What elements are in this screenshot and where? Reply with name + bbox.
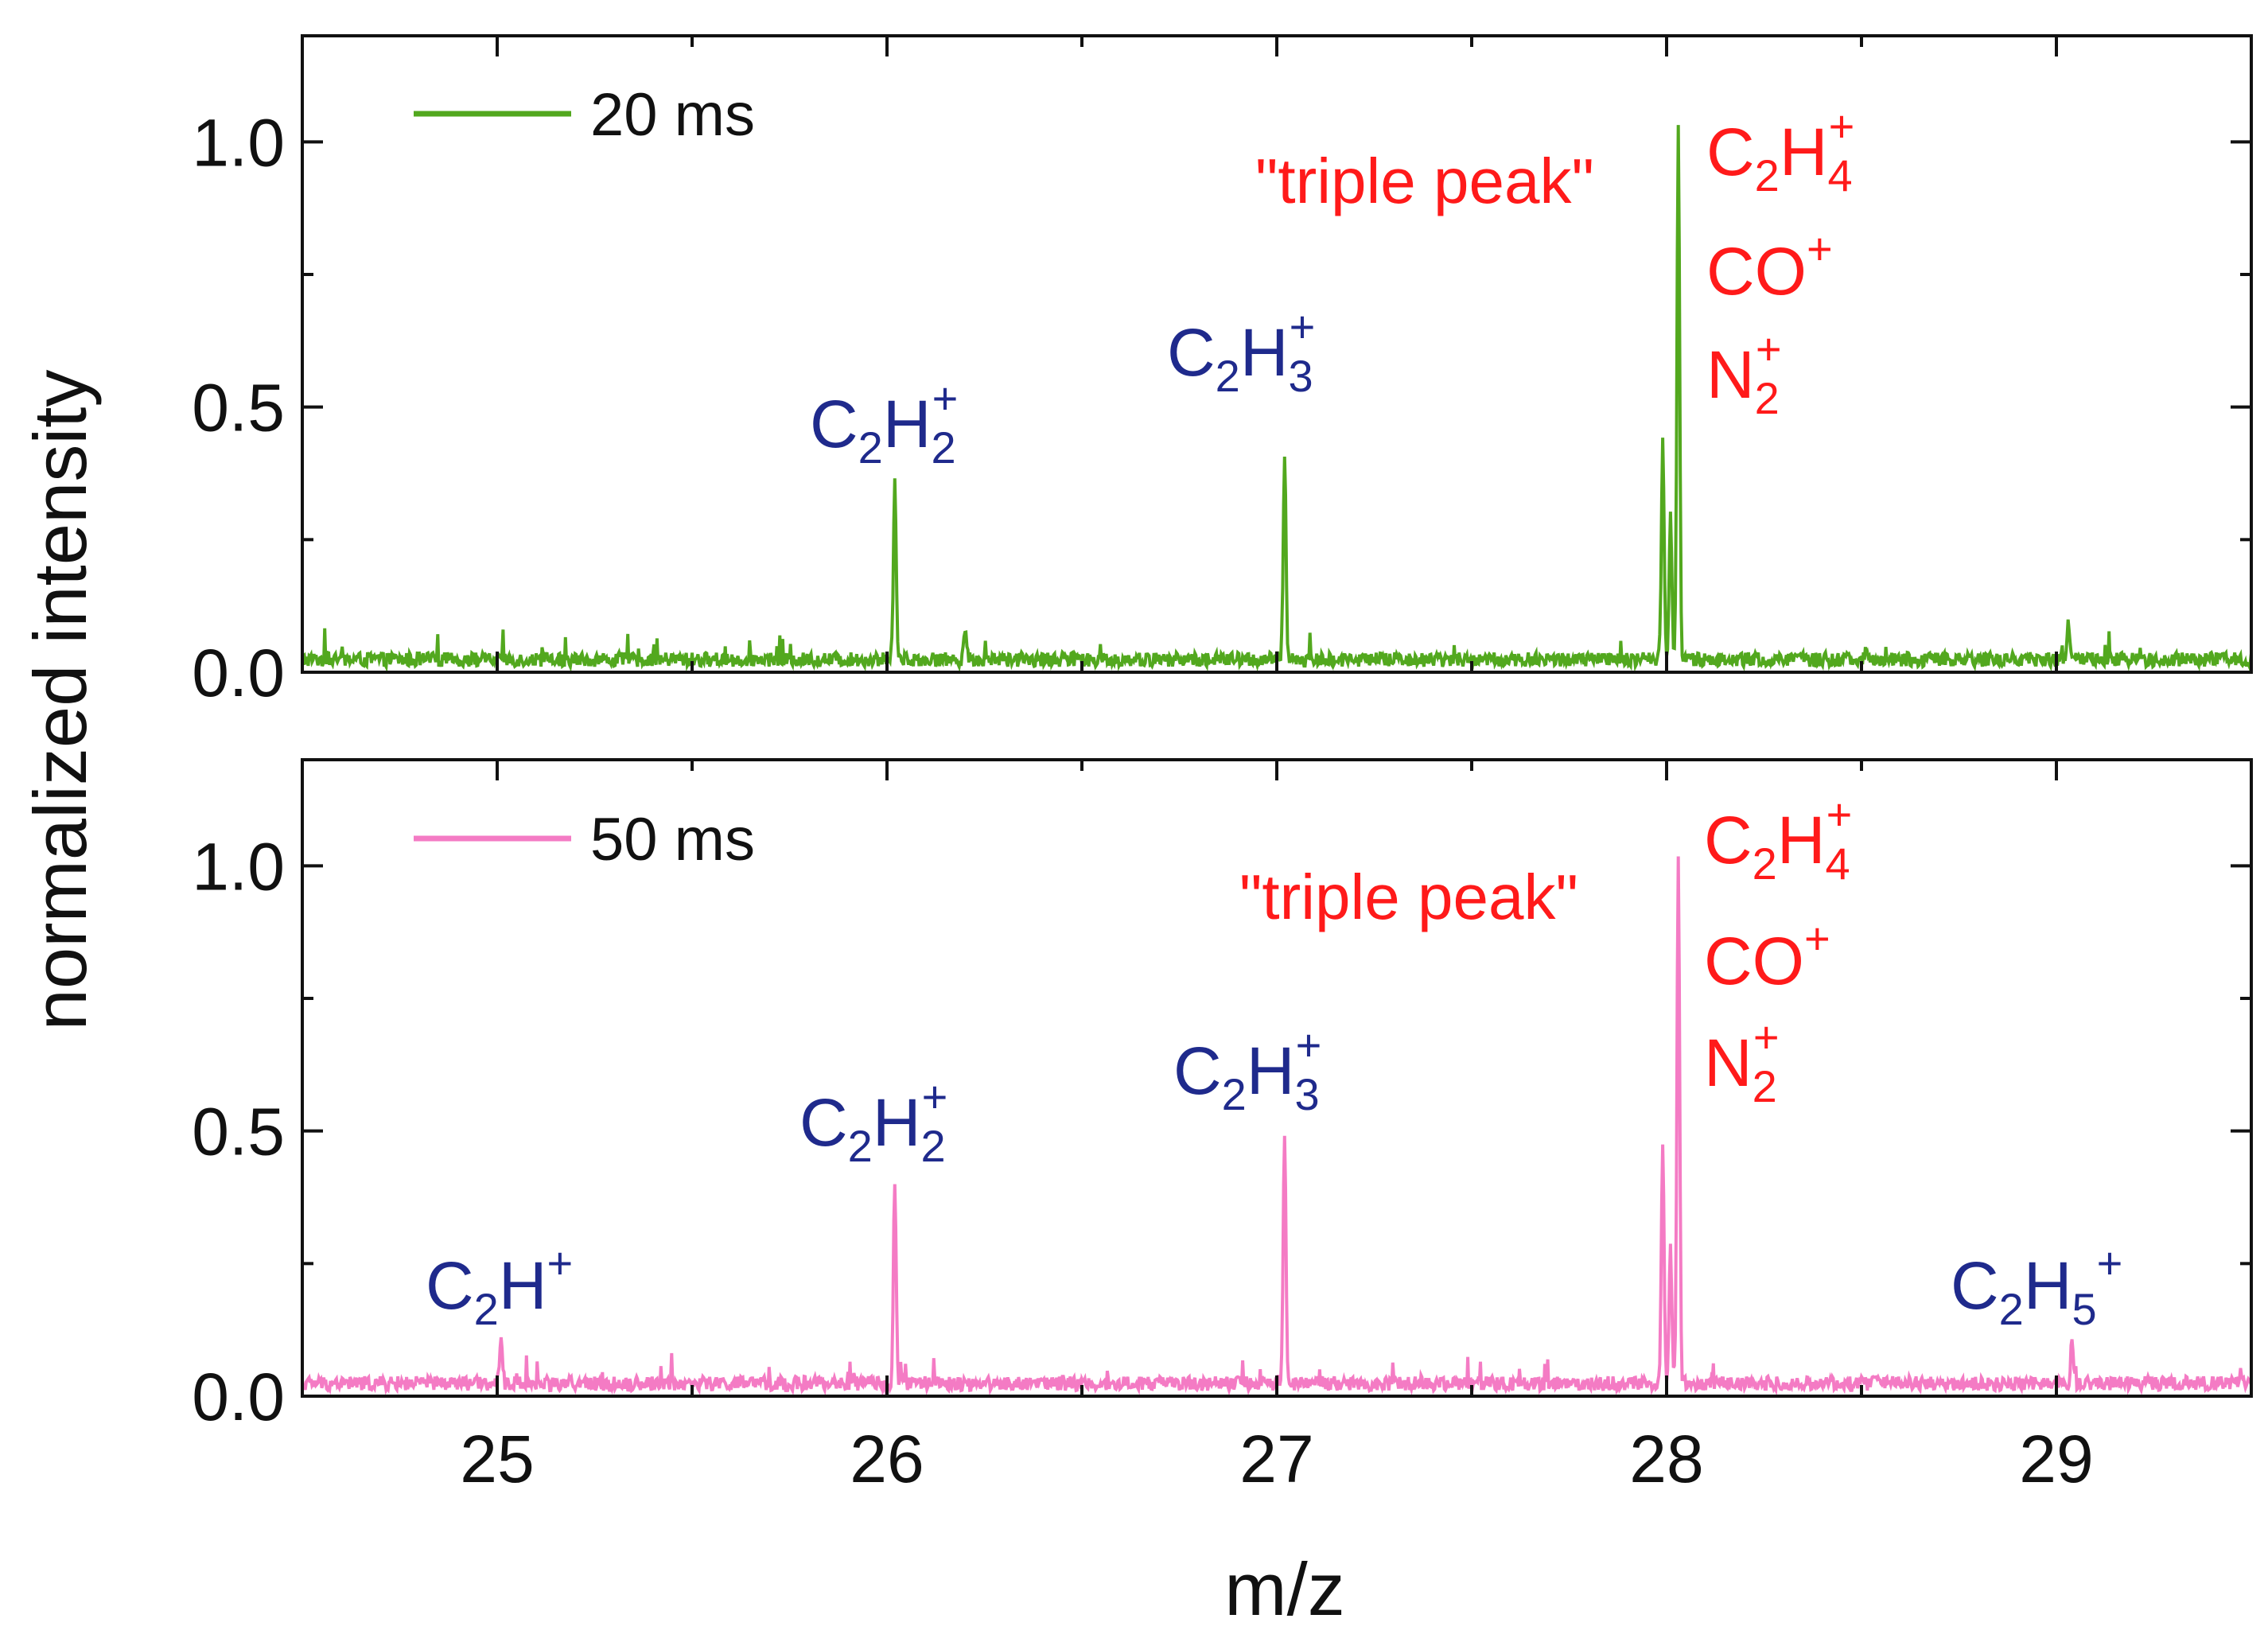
panel-top-ticks: 0.0 0.5 1.0 — [192, 36, 2253, 710]
panel-top-label-co: CO+ — [1706, 224, 1833, 309]
panel-bottom-label-c2h4: C2H4+ — [1704, 789, 1852, 889]
panel-top-label-n2: N2+ — [1706, 324, 1782, 423]
x-tick-label: 26 — [850, 1422, 924, 1496]
panel-bottom-label-co: CO+ — [1704, 913, 1830, 998]
y-axis-title: normalized intensity — [18, 370, 102, 1031]
panel-bottom-label-n2: N2+ — [1704, 1012, 1780, 1111]
x-tick-label: 25 — [460, 1422, 534, 1496]
y-tick-label: 0.5 — [192, 1095, 285, 1169]
y-tick-label: 0.0 — [192, 1360, 285, 1434]
panel-bottom-label-c2h2: C2H2+ — [799, 1072, 947, 1171]
y-tick-label: 0.5 — [192, 371, 285, 445]
panel-bottom-ticks: 0.0 0.5 1.0 — [192, 760, 2253, 1434]
panel-bottom-label-c2h5: C2H5+ — [1951, 1238, 2122, 1334]
panel-bottom: 0.0 0.5 1.0 50 ms C2H+ C2H2+ C2H3+ "triple… — [192, 758, 2253, 1434]
y-tick-label: 1.0 — [192, 829, 285, 904]
panel-top-label-c2h2: C2H2+ — [810, 373, 958, 473]
x-tick-label: 29 — [2019, 1422, 2093, 1496]
panel-bottom-legend-label: 50 ms — [590, 806, 755, 873]
panel-top-label-c2h4: C2H4+ — [1706, 101, 1854, 200]
panel-top-label-triple-peak: "triple peak" — [1255, 146, 1594, 216]
x-tick-label: 27 — [1239, 1422, 1313, 1496]
panel-bottom-label-c2h: C2H+ — [426, 1238, 573, 1334]
panel-bottom-label-c2h3: C2H3+ — [1173, 1020, 1321, 1119]
panel-top: 0.0 0.5 1.0 20 ms C2H2+ C2H3+ "triple peak… — [192, 34, 2253, 710]
x-tick-label: 28 — [1629, 1422, 1703, 1496]
y-tick-label: 0.0 — [192, 636, 285, 710]
panel-bottom-label-triple-peak: "triple peak" — [1239, 862, 1578, 932]
panel-top-label-c2h3: C2H3+ — [1167, 302, 1315, 401]
y-tick-label: 1.0 — [192, 105, 285, 180]
panel-top-legend-label: 20 ms — [590, 81, 755, 149]
x-tick-labels: 25 26 27 28 29 — [460, 1422, 2093, 1496]
x-axis-title: m/z — [1224, 1547, 1344, 1631]
